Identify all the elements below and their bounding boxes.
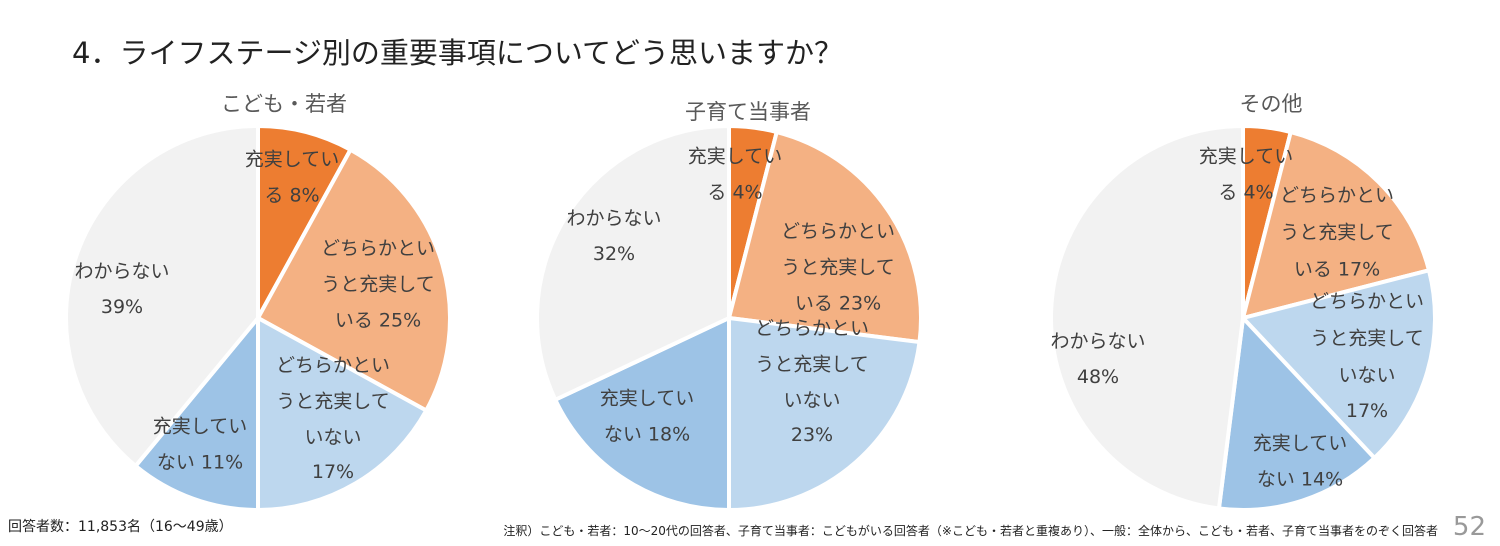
data-label: うと充実して (321, 273, 435, 296)
data-label: 充実してい (687, 145, 783, 168)
data-label: 充実してい (244, 148, 340, 171)
data-label: 充実してい (1198, 145, 1294, 168)
data-label: ない 18% (603, 423, 691, 446)
pie-slice-somewhat-not-satisfied (256, 316, 429, 512)
respondent-count: 回答者数：11,853名（16～49歳） (8, 519, 233, 535)
data-label: ない 11% (156, 451, 244, 474)
page-number: 52 (1452, 512, 1486, 542)
data-label: 充実してい (152, 415, 248, 438)
data-label: 32% (592, 243, 636, 265)
data-label: うと充実して (781, 256, 895, 279)
data-label: る 4% (707, 181, 763, 204)
pie-slice-not-satisfied (133, 316, 260, 512)
data-label: 17% (311, 461, 355, 483)
data-label: 17% (1345, 400, 1389, 422)
data-label: うと充実して (755, 353, 869, 376)
data-label: る 8% (264, 184, 320, 207)
data-label: うと充実して (1310, 327, 1424, 350)
pie-slice-unknown (64, 124, 260, 468)
data-label: うと充実して (1280, 221, 1394, 244)
data-label: うと充実して (276, 390, 390, 413)
data-label: いる 17% (1293, 258, 1381, 281)
data-label: ない 14% (1256, 468, 1344, 491)
pie-slice-unknown (535, 124, 731, 402)
footnote: 注釈）こども・若者：10～20代の回答者、子育て当事者：こどもがいる回答者（※こ… (503, 524, 1438, 538)
data-label: 48% (1076, 366, 1120, 388)
pie-slice-somewhat-satisfied (1241, 130, 1431, 320)
data-label: 充実してい (1252, 432, 1348, 455)
pie-slice-somewhat-satisfied (256, 147, 452, 413)
data-label: どちらかとい (1279, 184, 1395, 207)
data-label: 23% (790, 424, 834, 446)
data-label: どちらかとい (320, 237, 436, 260)
pie-slice-not-satisfied (553, 316, 731, 512)
data-label: いる 25% (334, 309, 422, 332)
data-label: る 4% (1218, 181, 1274, 204)
chart-title-other: その他 (1239, 92, 1303, 116)
pie-slice-somewhat-satisfied (727, 130, 923, 345)
data-label: 充実してい (599, 387, 695, 410)
pie-slice-unknown (1049, 124, 1245, 511)
data-label: どちらかとい (780, 220, 896, 243)
data-label: わからない (1050, 330, 1146, 353)
data-label: どちらかとい (1309, 290, 1425, 313)
pie-slice-not-satisfied (1216, 316, 1377, 512)
data-label: いない (1338, 364, 1396, 387)
pie-slice-somewhat-not-satisfied (727, 316, 922, 512)
data-label: いない (783, 389, 841, 412)
data-label: どちらかとい (754, 317, 870, 340)
data-label: わからない (74, 260, 170, 283)
data-label: どちらかとい (275, 354, 391, 377)
chart-title-parents: 子育て当事者 (685, 100, 811, 124)
pie-slice-somewhat-not-satisfied (1241, 268, 1437, 460)
data-label: 39% (100, 296, 144, 318)
data-label: いない (304, 426, 362, 449)
chart-title-youth: こども・若者 (221, 92, 347, 116)
data-label: わからない (566, 207, 662, 230)
data-label: いる 23% (794, 292, 882, 315)
page-title: 4．ライフステージ別の重要事項についてどう思いますか？ (72, 36, 844, 70)
